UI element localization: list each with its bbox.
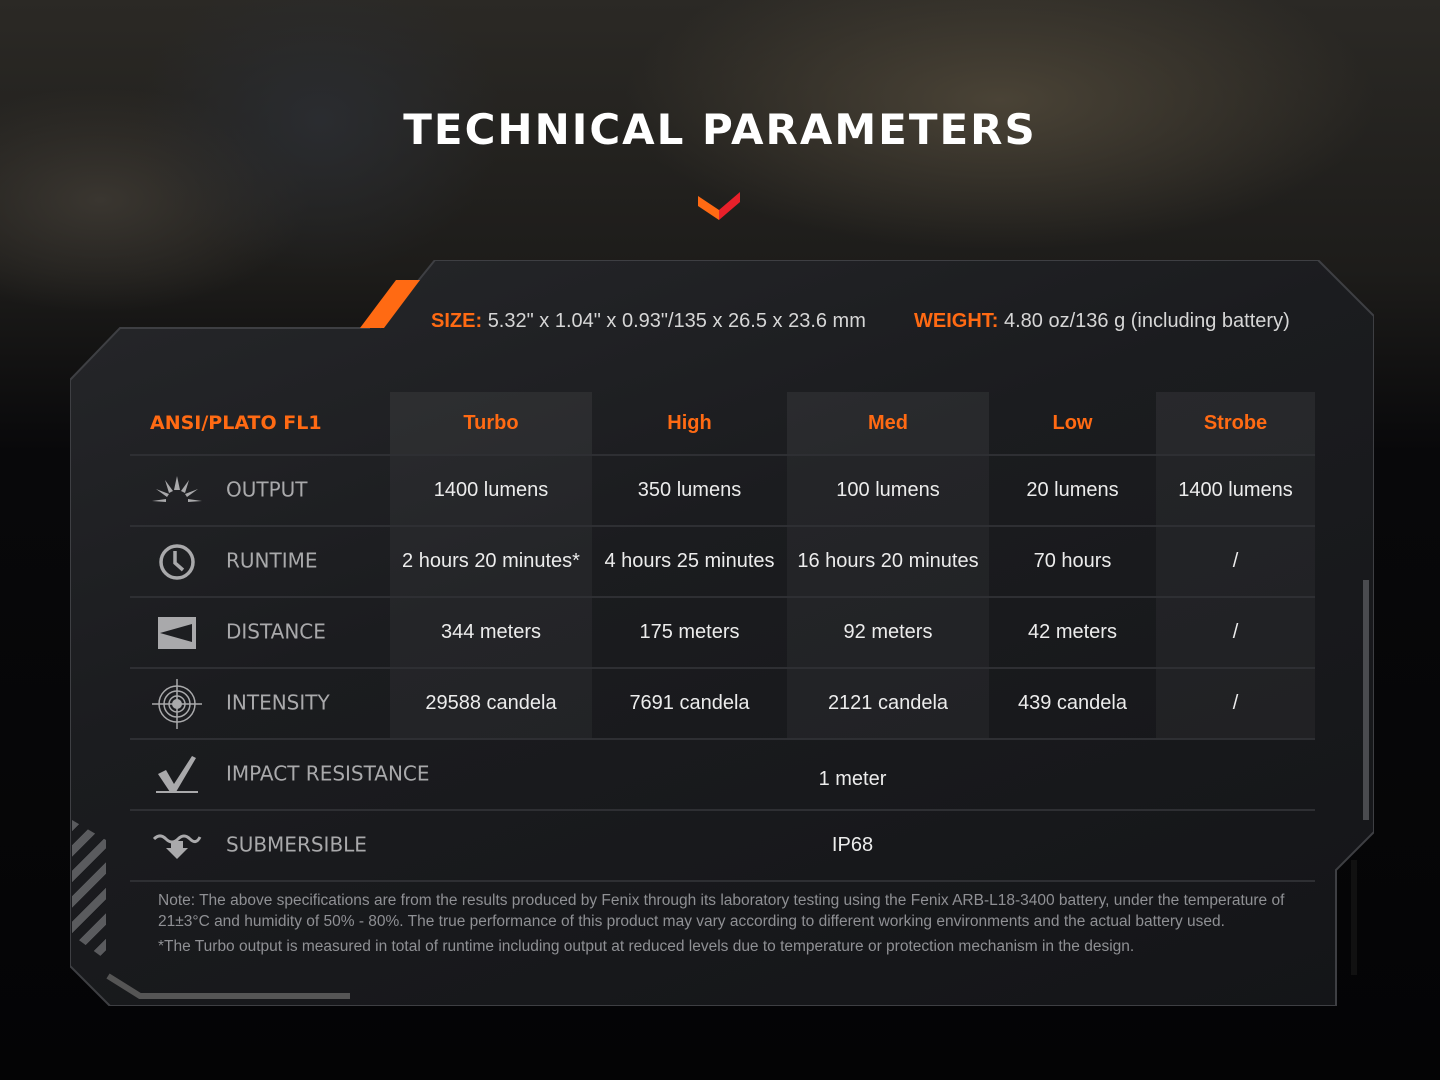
cell: / (1156, 668, 1315, 740)
table-row: IMPACT RESISTANCE 1 meter (130, 739, 1315, 811)
target-icon (152, 678, 202, 729)
spec-table: ANSI/PLATO FL1 Turbo High Med Low Strobe… (130, 392, 1315, 882)
cell: 1400 lumens (390, 455, 592, 527)
cell: / (1156, 526, 1315, 598)
standard-header: ANSI/PLATO FL1 (130, 392, 390, 456)
page-title: TECHNICAL PARAMETERS (403, 105, 1037, 154)
cell: 1400 lumens (1156, 455, 1315, 527)
weight-label: WEIGHT: (914, 310, 999, 332)
row-label: DISTANCE (226, 619, 326, 643)
cell: 29588 candela (390, 668, 592, 740)
col-low: Low (989, 392, 1156, 456)
chevron-down-icon (698, 192, 740, 220)
table-row: INTENSITY 29588 candela 7691 candela 2121 … (130, 668, 1315, 740)
row-label: INTENSITY (226, 690, 330, 714)
cell: 20 lumens (989, 455, 1156, 527)
footnotes: Note: The above specifications are from … (158, 890, 1298, 957)
turbo-footnote: *The Turbo output is measured in total o… (158, 938, 1135, 955)
col-high: High (592, 392, 787, 456)
cell: 4 hours 25 minutes (592, 526, 787, 598)
table-row: DISTANCE 344 meters 175 meters 92 meters 42… (130, 597, 1315, 669)
submersible-icon (152, 834, 202, 859)
cell: 175 meters (592, 597, 787, 669)
sun-rays-icon (152, 475, 202, 502)
table-row: RUNTIME 2 hours 20 minutes* 4 hours 25 mi… (130, 526, 1315, 598)
cell: 42 meters (989, 597, 1156, 669)
cell: IP68 (390, 810, 1315, 882)
cell: 70 hours (989, 526, 1156, 598)
decorative-stripes (72, 820, 106, 960)
col-strobe: Strobe (1156, 392, 1315, 456)
row-label: IMPACT RESISTANCE (226, 761, 430, 785)
cell: 439 candela (989, 668, 1156, 740)
col-med: Med (787, 392, 989, 456)
cell: 16 hours 20 minutes (787, 526, 989, 598)
size-weight: SIZE: 5.32" x 1.04" x 0.93"/135 x 26.5 x… (431, 310, 1290, 333)
impact-check-icon (156, 755, 198, 793)
cell: 100 lumens (787, 455, 989, 527)
weight-value: 4.80 oz/136 g (including battery) (1004, 310, 1290, 332)
cell: 92 meters (787, 597, 989, 669)
cell: 350 lumens (592, 455, 787, 527)
cell: / (1156, 597, 1315, 669)
row-label: SUBMERSIBLE (226, 832, 367, 856)
table-row: OUTPUT 1400 lumens 350 lumens 100 lumens 20… (130, 455, 1315, 527)
cell: 2 hours 20 minutes* (390, 526, 592, 598)
cell: 344 meters (390, 597, 592, 669)
size-value: 5.32" x 1.04" x 0.93"/135 x 26.5 x 23.6 … (487, 310, 866, 332)
clock-icon (159, 543, 195, 580)
size-label: SIZE: (431, 310, 483, 332)
table-row: SUBMERSIBLE IP68 (130, 810, 1315, 882)
distance-icon (158, 616, 196, 649)
header-row: ANSI/PLATO FL1 Turbo High Med Low Strobe (130, 392, 1315, 456)
cell: 2121 candela (787, 668, 989, 740)
note-text: Note: The above specifications are from … (158, 892, 1285, 930)
col-turbo: Turbo (390, 392, 592, 456)
row-label: OUTPUT (226, 477, 308, 501)
row-label: RUNTIME (226, 548, 318, 572)
cell: 1 meter (390, 739, 1315, 811)
cell: 7691 candela (592, 668, 787, 740)
